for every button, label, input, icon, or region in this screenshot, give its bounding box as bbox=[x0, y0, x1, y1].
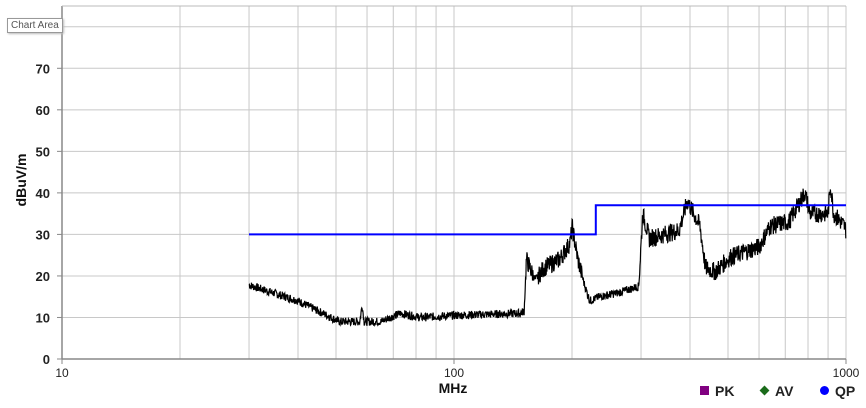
y-tick-label: 30 bbox=[36, 227, 50, 242]
x-axis-label: MHz bbox=[439, 380, 468, 396]
legend: PK AV QP bbox=[700, 383, 855, 399]
y-tick-label: 40 bbox=[36, 186, 50, 201]
legend-label: AV bbox=[775, 383, 794, 399]
axes bbox=[57, 5, 847, 364]
x-tick-label: 10 bbox=[55, 366, 69, 380]
y-tick-label: 10 bbox=[36, 310, 50, 325]
chart-area-tooltip: Chart Area bbox=[7, 18, 63, 33]
y-tick-label: 20 bbox=[36, 269, 50, 284]
x-tick-label: 1000 bbox=[833, 366, 860, 380]
qp-circle-icon bbox=[820, 386, 829, 395]
grid bbox=[61, 6, 847, 359]
y-tick-label: 0 bbox=[43, 352, 50, 367]
y-tick-label: 50 bbox=[36, 144, 50, 159]
limit-line bbox=[249, 204, 846, 236]
measurement-trace bbox=[248, 188, 847, 328]
legend-label: QP bbox=[835, 383, 855, 399]
y-tick-labels: 0 10 20 30 40 50 60 70 bbox=[36, 61, 50, 367]
pk-square-icon bbox=[700, 386, 709, 395]
y-tick-label: 70 bbox=[36, 61, 50, 76]
x-tick-label: 100 bbox=[444, 366, 464, 380]
legend-label: PK bbox=[715, 383, 734, 399]
y-axis-label: dBuV/m bbox=[13, 154, 29, 207]
av-diamond-icon bbox=[759, 385, 770, 396]
x-tick-labels: 10 100 1000 bbox=[55, 366, 859, 380]
y-tick-label: 60 bbox=[36, 103, 50, 118]
